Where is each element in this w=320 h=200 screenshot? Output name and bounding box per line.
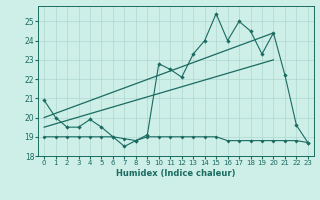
X-axis label: Humidex (Indice chaleur): Humidex (Indice chaleur) (116, 169, 236, 178)
